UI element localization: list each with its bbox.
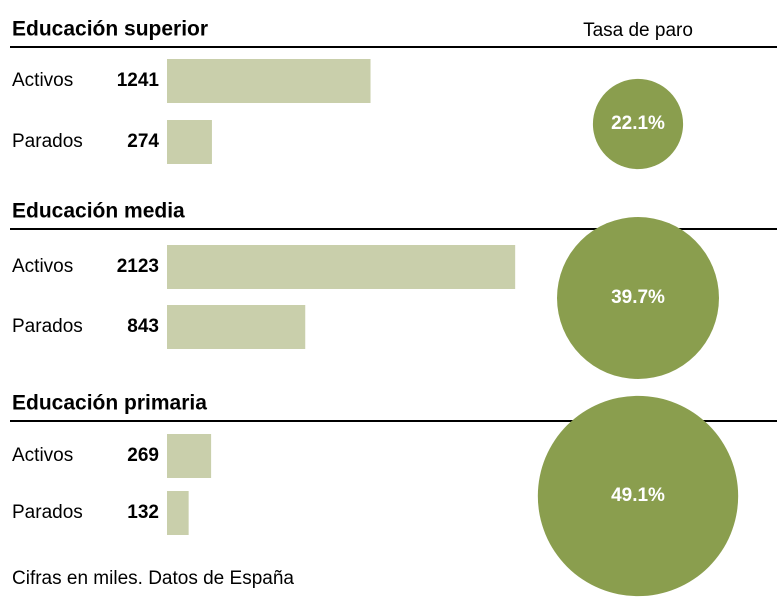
rate-title: Tasa de paro — [583, 20, 693, 41]
bar — [167, 305, 306, 349]
bubble-label: 22.1% — [611, 113, 665, 134]
group-title: Educación media — [12, 200, 185, 223]
bar — [167, 491, 189, 535]
bar — [167, 120, 212, 164]
row-value: 843 — [127, 316, 159, 337]
row-label: Activos — [12, 256, 73, 277]
group-title: Educación primaria — [12, 392, 207, 415]
bar — [167, 434, 212, 478]
bubble-label: 49.1% — [611, 485, 665, 506]
row-label: Activos — [12, 70, 73, 91]
row-value: 1241 — [117, 70, 160, 91]
row-label: Activos — [12, 445, 73, 466]
row-value: 132 — [127, 502, 159, 523]
group-title: Educación superior — [12, 18, 208, 41]
bar — [167, 245, 516, 289]
note: Cifras en miles. Datos de España — [12, 568, 294, 589]
row-value: 274 — [127, 131, 159, 152]
row-value: 2123 — [117, 256, 159, 277]
bar — [167, 59, 371, 103]
bubble-label: 39.7% — [611, 287, 665, 308]
bubble — [537, 395, 739, 597]
bubble — [557, 217, 719, 379]
bubble — [592, 78, 684, 170]
row-label: Parados — [12, 316, 83, 337]
row-label: Parados — [12, 502, 83, 523]
row-value: 269 — [127, 445, 159, 466]
row-label: Parados — [12, 131, 83, 152]
